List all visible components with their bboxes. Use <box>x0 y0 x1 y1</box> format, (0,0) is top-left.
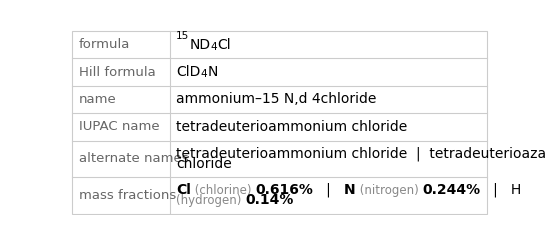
Text: ND: ND <box>189 38 211 52</box>
Text: 0.14%: 0.14% <box>245 193 294 207</box>
Text: 15: 15 <box>176 31 189 41</box>
Text: IUPAC name: IUPAC name <box>79 120 159 133</box>
Text: (nitrogen): (nitrogen) <box>356 184 422 197</box>
Text: ammonium–15 N,d 4chloride: ammonium–15 N,d 4chloride <box>176 92 377 106</box>
Text: N: N <box>207 65 218 79</box>
Text: Cl: Cl <box>176 183 191 197</box>
Text: 4: 4 <box>211 42 217 52</box>
Text: Hill formula: Hill formula <box>79 66 156 79</box>
Text: formula: formula <box>79 38 130 51</box>
Text: |   H: | H <box>480 183 521 197</box>
Text: N: N <box>344 183 356 197</box>
Text: tetradeuterioammonium chloride  |  tetradeuterioazanium: tetradeuterioammonium chloride | tetrade… <box>176 146 546 161</box>
Text: mass fractions: mass fractions <box>79 189 176 202</box>
Text: tetradeuterioammonium chloride: tetradeuterioammonium chloride <box>176 120 407 134</box>
Text: 0.244%: 0.244% <box>422 183 480 197</box>
Text: |: | <box>313 183 344 197</box>
Text: Cl: Cl <box>217 38 231 52</box>
Text: chloride: chloride <box>176 157 232 171</box>
Text: (chlorine): (chlorine) <box>191 184 256 197</box>
Text: 0.616%: 0.616% <box>256 183 313 197</box>
Text: 4: 4 <box>201 69 207 79</box>
Text: name: name <box>79 93 117 106</box>
Text: (hydrogen): (hydrogen) <box>176 194 245 207</box>
Text: alternate names: alternate names <box>79 152 188 165</box>
Text: ClD: ClD <box>176 65 201 79</box>
